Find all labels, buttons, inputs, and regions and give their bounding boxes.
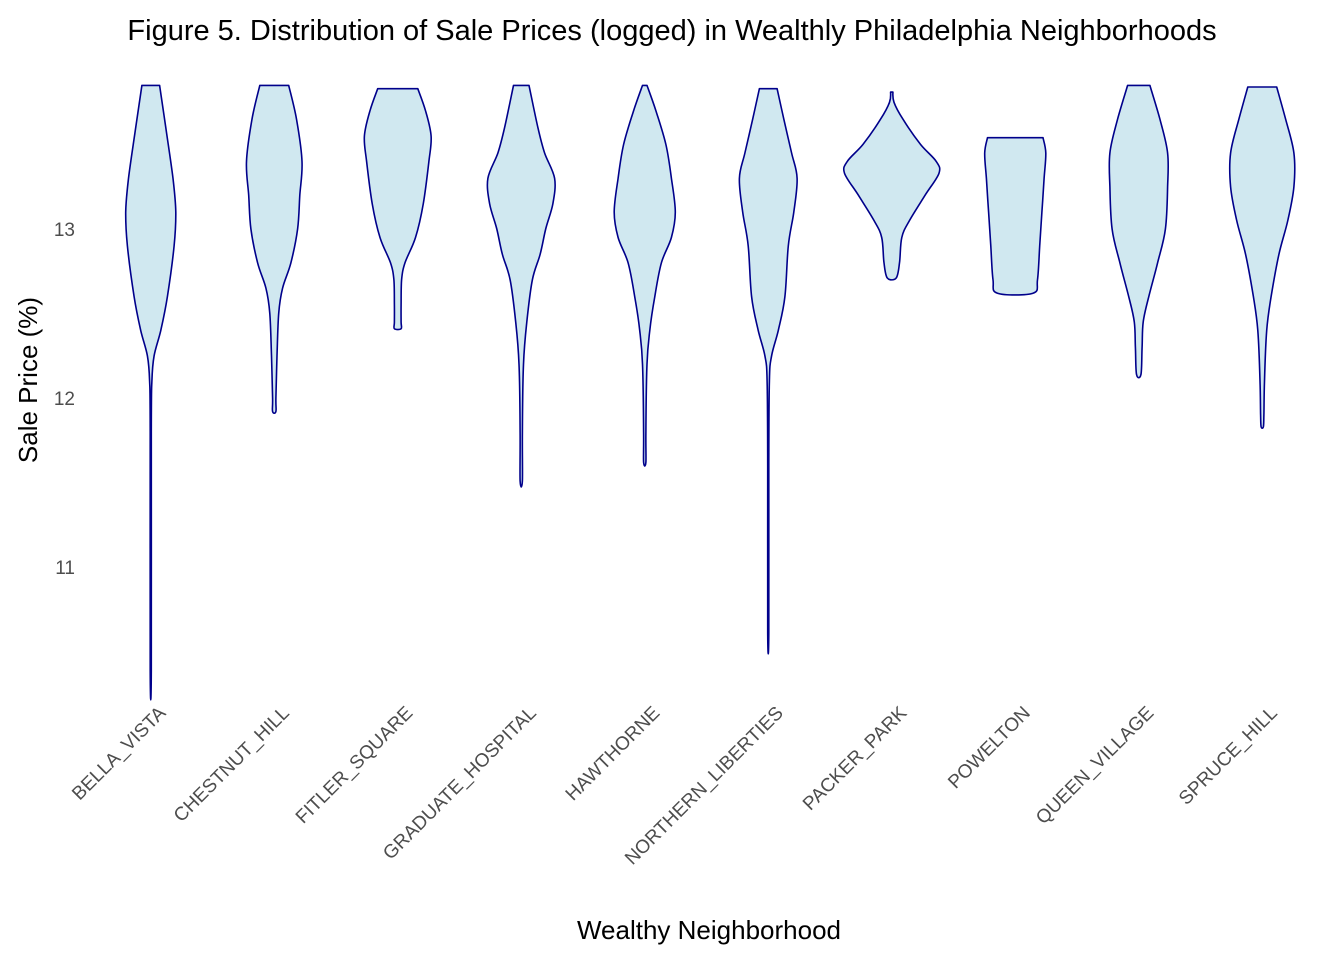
violin-chestnut-hill xyxy=(245,84,303,415)
violin-northern-liberties xyxy=(738,87,798,655)
violins xyxy=(124,84,1296,701)
violin-graduate-hospital xyxy=(486,84,556,488)
x-axis-title: Wealthy Neighborhood xyxy=(577,915,841,945)
y-axis-title: Sale Price (%) xyxy=(13,297,43,463)
violin-fitler-square xyxy=(363,87,433,331)
y-axis-ticks: 11 12 13 xyxy=(54,220,75,579)
x-tick-label: QUEEN_VILLAGE xyxy=(1032,703,1158,829)
x-tick-label: POWELTON xyxy=(944,703,1034,793)
violin-queen-village xyxy=(1108,84,1170,379)
y-tick-label: 12 xyxy=(54,389,75,410)
chart-title: Figure 5. Distribution of Sale Prices (l… xyxy=(127,15,1216,47)
violin-bella-vista xyxy=(124,84,177,701)
x-axis-ticks: BELLA_VISTA CHESTNUT_HILLFITLER_SQUAREGRA… xyxy=(68,702,1281,869)
x-tick-label: HAWTHORNE xyxy=(562,703,664,805)
violin-packer-park xyxy=(842,91,941,281)
x-tick-label: FITLER_SQUARE xyxy=(292,703,417,828)
x-tick-label: CHESTNUT_HILL xyxy=(170,703,294,827)
x-tick-label: BELLA_VISTA xyxy=(68,702,170,804)
y-tick-label: 13 xyxy=(54,220,75,241)
y-tick-label: 11 xyxy=(55,558,75,579)
x-tick-label: SPRUCE_HILL xyxy=(1175,703,1282,810)
violin-powelton xyxy=(983,136,1047,296)
violin-hawthorne xyxy=(613,84,677,467)
x-tick-label: PACKER_PARK xyxy=(799,702,911,814)
violin-spruce-hill xyxy=(1228,86,1296,429)
